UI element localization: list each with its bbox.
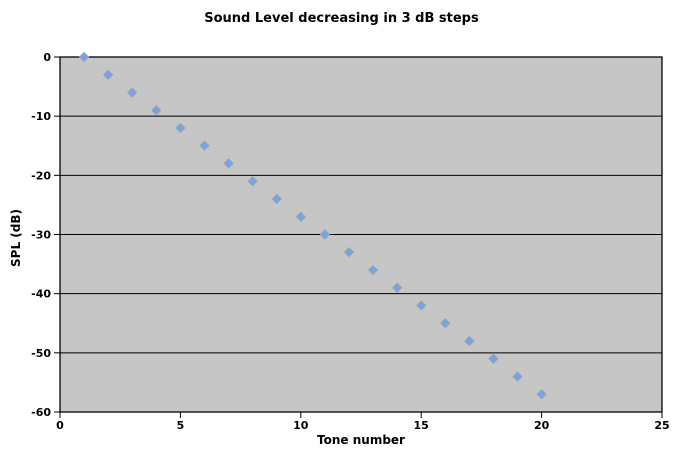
x-tick-label: 20 xyxy=(534,419,550,432)
data-point-marker xyxy=(488,353,499,364)
data-point-marker xyxy=(391,282,403,293)
data-point-marker xyxy=(78,51,90,63)
data-point-marker xyxy=(151,105,162,116)
y-tick-label: 0 xyxy=(43,51,51,64)
y-tick-label: -40 xyxy=(31,288,51,301)
x-tick-label: 5 xyxy=(177,419,185,432)
data-point-marker xyxy=(223,158,234,169)
y-tick-label: -50 xyxy=(31,347,51,360)
data-point-marker xyxy=(271,193,282,205)
data-point-marker xyxy=(319,229,331,240)
data-point-marker xyxy=(464,335,475,347)
data-point-marker xyxy=(295,211,307,222)
chart-title: Sound Level decreasing in 3 dB steps xyxy=(204,11,479,26)
data-point-marker xyxy=(127,87,138,98)
y-tick-label: -30 xyxy=(31,229,51,242)
data-point-marker xyxy=(512,371,523,382)
data-point-marker xyxy=(199,140,210,151)
x-tick-label: 15 xyxy=(414,419,429,432)
y-tick-label: -20 xyxy=(31,169,51,182)
data-point-marker xyxy=(102,69,114,80)
plot-area-border xyxy=(59,56,663,413)
data-point-marker xyxy=(175,122,186,134)
data-point-marker xyxy=(367,264,379,276)
y-tick-label: -60 xyxy=(31,406,51,419)
x-tick-label: 25 xyxy=(654,419,669,432)
y-tick-label: -10 xyxy=(31,110,51,123)
x-tick-label: 10 xyxy=(293,419,309,432)
data-point-marker xyxy=(343,247,355,258)
x-tick-label: 0 xyxy=(56,419,64,432)
data-point-marker xyxy=(247,176,258,187)
x-axis-title: Tone number xyxy=(317,433,405,447)
data-point-marker xyxy=(440,318,451,329)
data-point-marker xyxy=(536,389,547,400)
data-point-marker xyxy=(415,300,427,311)
